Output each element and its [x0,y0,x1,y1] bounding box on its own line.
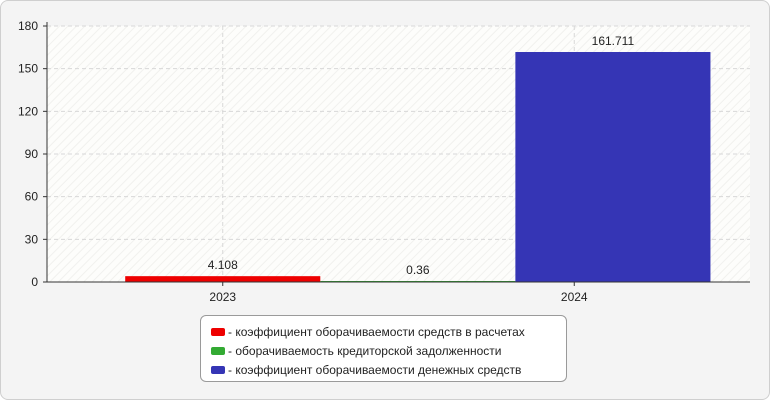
legend-swatch [211,327,225,336]
legend-item: - оборачиваемость кредиторской задолженн… [211,341,566,360]
chart-legend: - коэффициент оборачиваемости средств в … [200,315,567,382]
y-tick-label: 60 [25,190,39,204]
x-tick-label: 2024 [561,290,588,304]
bar [125,276,321,282]
legend-item: - коэффициент оборачиваемости денежных с… [211,360,566,379]
y-tick-label: 30 [25,232,39,246]
y-tick-label: 120 [18,104,38,118]
y-tick-label: 90 [25,147,39,161]
legend-label: коэффициент оборачиваемости средств в ра… [235,324,525,339]
bar-value-label: 161.711 [592,34,635,48]
tick-labels: 0 30 60 90 120 150 180 2023 2024 [18,19,588,304]
y-tick-label: 0 [31,275,38,289]
legend-swatch [211,346,225,355]
bar-value-label: 4.108 [208,258,238,272]
legend-swatch [211,365,225,374]
legend-label: коэффициент оборачиваемости денежных сре… [235,362,522,377]
x-tick-label: 2023 [209,290,236,304]
y-tick-label: 180 [18,19,38,33]
y-tick-label: 150 [18,62,38,76]
bars [125,52,711,283]
legend-item: - коэффициент оборачиваемости средств в … [211,322,566,341]
data-labels: 4.108 0.36 161.711 [208,34,635,277]
legend-prefix: - [228,362,236,377]
axes [43,22,750,286]
bar [515,52,711,283]
legend-prefix: - [228,343,236,358]
bar-value-label: 0.36 [406,263,430,277]
legend-label: оборачиваемость кредиторской задолженнос… [235,343,502,358]
legend-prefix: - [228,324,236,339]
